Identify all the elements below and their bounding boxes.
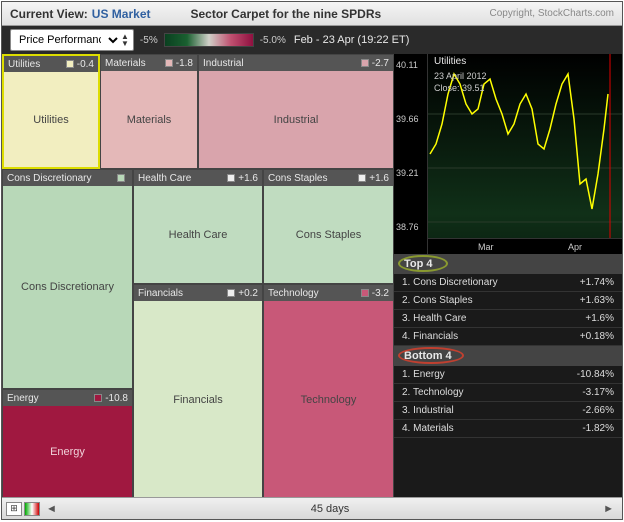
rank-row[interactable]: 3. Health Care+1.6%	[394, 310, 622, 328]
bottom4-header: Bottom 4	[394, 346, 622, 366]
rank-row[interactable]: 2. Technology-3.17%	[394, 384, 622, 402]
metric-select[interactable]: Price Performance	[11, 31, 121, 49]
rank-row[interactable]: 2. Cons Staples+1.63%	[394, 292, 622, 310]
view-label: Current View:	[10, 7, 88, 21]
toolbar: Price Performance ▲ ▼ -5% -5.0% Feb - 23…	[2, 26, 622, 54]
stepper-down-icon[interactable]: ▼	[121, 40, 129, 47]
footer-days: 45 days	[61, 503, 599, 515]
top4-header: Top 4	[394, 254, 622, 274]
price-chart[interactable]: 40.1139.6639.2138.76 Utilities 23 April …	[394, 54, 622, 254]
rank-row[interactable]: 4. Materials-1.82%	[394, 420, 622, 438]
rank-row[interactable]: 4. Financials+0.18%	[394, 328, 622, 346]
next-arrow-icon[interactable]: ►	[599, 503, 618, 515]
gradient-min: -5%	[140, 35, 158, 46]
page-subtitle: Sector Carpet for the nine SPDRs	[190, 7, 381, 21]
tile-utilities[interactable]: Utilities-0.4Utilities	[2, 54, 100, 169]
prev-arrow-icon[interactable]: ◄	[42, 503, 61, 515]
tile-health-care[interactable]: Health Care+1.6Health Care	[133, 169, 263, 284]
tile-materials[interactable]: Materials-1.8Materials	[100, 54, 198, 169]
top4-ring-icon	[398, 255, 448, 272]
rank-row[interactable]: 1. Energy-10.84%	[394, 366, 622, 384]
header-bar: Current View: US Market Sector Carpet fo…	[2, 2, 622, 26]
color-gradient	[164, 33, 254, 47]
chart-title: Utilities	[434, 56, 466, 67]
sector-treemap: Utilities-0.4UtilitiesMaterials-1.8Mater…	[2, 54, 394, 497]
rank-row[interactable]: 1. Cons Discretionary+1.74%	[394, 274, 622, 292]
flag-icon[interactable]	[24, 502, 40, 516]
chart-svg	[394, 54, 622, 254]
tile-financials[interactable]: Financials+0.2Financials	[133, 284, 263, 499]
gradient-max: -5.0%	[260, 35, 286, 46]
ranking-lists: Top 4 1. Cons Discretionary+1.74%2. Cons…	[394, 254, 622, 497]
tile-technology[interactable]: Technology-3.2Technology	[263, 284, 394, 499]
chart-info: 23 April 2012 Close: 39.51	[434, 70, 487, 94]
metric-select-wrap[interactable]: Price Performance ▲ ▼	[10, 29, 134, 51]
footer-bar: ⊞ ◄ 45 days ►	[2, 497, 622, 519]
chart-x-axis: MarApr	[428, 238, 622, 254]
rank-row[interactable]: 3. Industrial-2.66%	[394, 402, 622, 420]
grid-view-icon[interactable]: ⊞	[6, 502, 22, 516]
copyright-text: Copyright, StockCharts.com	[490, 8, 615, 19]
date-range: Feb - 23 Apr (19:22 ET)	[294, 34, 410, 46]
tile-energy[interactable]: Energy-10.8Energy	[2, 389, 133, 499]
market-name: US Market	[92, 7, 151, 21]
tile-cons-staples[interactable]: Cons Staples+1.6Cons Staples	[263, 169, 394, 284]
bottom4-ring-icon	[398, 347, 464, 364]
tile-cons-discretionary[interactable]: Cons DiscretionaryCons Discretionary	[2, 169, 133, 389]
tile-industrial[interactable]: Industrial-2.7Industrial	[198, 54, 394, 169]
